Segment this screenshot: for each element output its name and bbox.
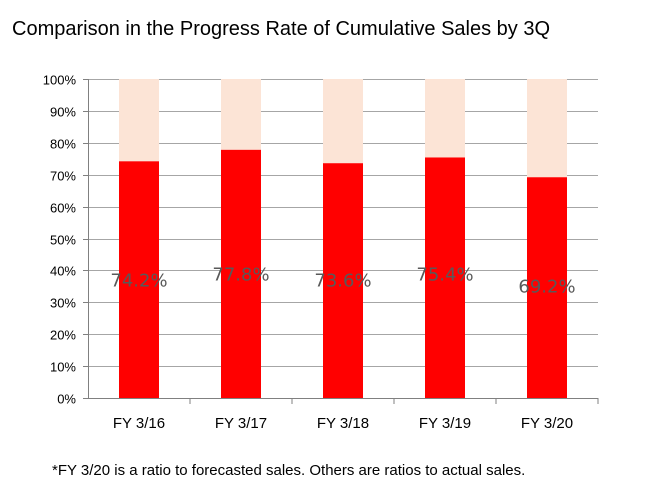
x-tick-label: FY 3/17 — [215, 415, 267, 432]
bar — [527, 177, 567, 398]
data-label: 69.2% — [518, 276, 575, 297]
bar — [119, 161, 159, 398]
bar-remainder — [119, 79, 159, 162]
bar-chart: 0% 10% 20% 30% 40% 50% 60% 70% 80% 90% 100% FY 3/1… — [43, 73, 599, 432]
bar-remainder — [527, 79, 567, 178]
bar-remainder — [425, 79, 465, 158]
bar — [221, 149, 261, 398]
chart-title: Comparison in the Progress Rate of Cumul… — [12, 18, 551, 40]
y-tick-label: 50% — [50, 233, 76, 248]
data-label: 75.4% — [416, 264, 473, 285]
y-tick-label: 0% — [57, 392, 76, 407]
x-axis-tick-labels: FY 3/16 FY 3/17 FY 3/18 FY 3/19 FY 3/20 — [113, 415, 573, 432]
x-tick-label: FY 3/16 — [113, 415, 165, 432]
y-tick-label: 40% — [50, 264, 76, 279]
x-tick-label: FY 3/20 — [521, 415, 573, 432]
y-tick-label: 80% — [50, 137, 76, 152]
x-tick-label: FY 3/18 — [317, 415, 369, 432]
data-label: 77.8% — [212, 264, 269, 285]
bar-remainder — [221, 79, 261, 150]
y-tick-label: 90% — [50, 105, 76, 120]
footnote: *FY 3/20 is a ratio to forecasted sales.… — [52, 462, 526, 479]
bars — [119, 79, 567, 398]
data-label: 73.6% — [314, 270, 371, 291]
x-axis — [83, 79, 599, 404]
bar — [323, 163, 363, 398]
y-tick-label: 70% — [50, 169, 76, 184]
x-tick-label: FY 3/19 — [419, 415, 471, 432]
bar-remainder — [323, 79, 363, 164]
y-tick-label: 100% — [43, 73, 77, 88]
y-axis-tick-labels: 0% 10% 20% 30% 40% 50% 60% 70% 80% 90% 100% — [43, 73, 77, 407]
y-tick-label: 60% — [50, 201, 76, 216]
data-label: 74.2% — [110, 270, 167, 291]
y-tick-label: 10% — [50, 360, 76, 375]
y-tick-label: 30% — [50, 296, 76, 311]
bar — [425, 157, 465, 398]
data-labels: 74.2% 77.8% 73.6% 75.4% 69.2% — [110, 264, 575, 297]
y-tick-label: 20% — [50, 328, 76, 343]
